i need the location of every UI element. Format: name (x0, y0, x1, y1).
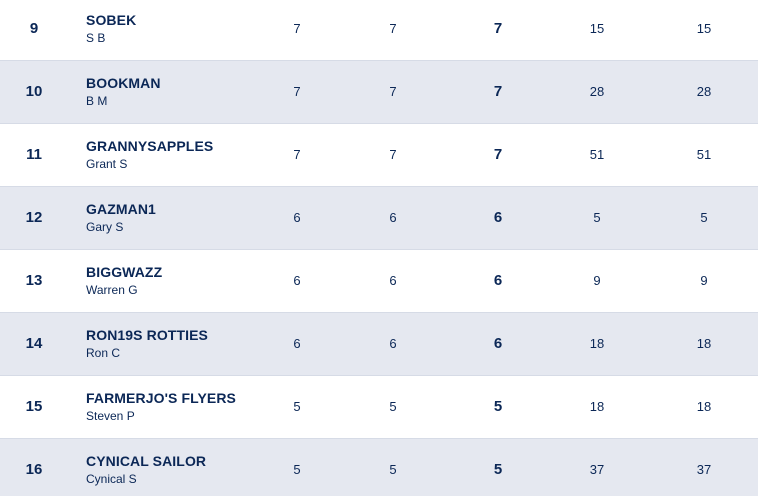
table-row[interactable]: 12 GAZMAN1 Gary S 6 6 6 5 5 (0, 187, 758, 250)
table-row[interactable]: 9 SOBEK S B 7 7 7 15 15 (0, 0, 758, 61)
manager-name: Gary S (86, 220, 124, 234)
score-cell: 6 (293, 336, 301, 351)
score-cell: 7 (493, 20, 503, 37)
score-cell: 7 (493, 83, 503, 100)
score-cell: 5 (493, 398, 503, 415)
rank: 13 (25, 272, 43, 289)
score-cell: 18 (589, 399, 605, 414)
score-cell: 51 (696, 147, 712, 162)
score-cell: 7 (293, 147, 301, 162)
manager-name: B M (86, 94, 108, 108)
rank: 10 (25, 83, 43, 100)
score-cell: 28 (696, 84, 712, 99)
score-cell: 6 (293, 210, 301, 225)
manager-name: Grant S (86, 157, 128, 171)
score-cell: 7 (493, 146, 503, 163)
score-cell: 5 (493, 461, 503, 478)
manager-name: Warren G (86, 283, 138, 297)
score-cell: 51 (589, 147, 605, 162)
score-cell: 15 (696, 21, 712, 36)
score-cell: 5 (293, 462, 301, 477)
team-name: BIGGWAZZ (86, 264, 163, 280)
rank: 12 (25, 209, 43, 226)
score-cell: 5 (293, 399, 301, 414)
score-cell: 7 (389, 84, 397, 99)
score-cell: 9 (593, 273, 601, 288)
score-cell: 7 (389, 21, 397, 36)
team-name: FARMERJO'S FLYERS (86, 390, 236, 406)
table-row[interactable]: 16 CYNICAL SAILOR Cynical S 5 5 5 37 37 (0, 439, 758, 496)
score-cell: 7 (293, 21, 301, 36)
rank: 15 (25, 398, 43, 415)
team-name: SOBEK (86, 12, 137, 28)
table-row[interactable]: 11 GRANNYSAPPLES Grant S 7 7 7 51 51 (0, 124, 758, 187)
score-cell: 28 (589, 84, 605, 99)
score-cell: 6 (389, 273, 397, 288)
manager-name: Cynical S (86, 472, 137, 486)
score-cell: 6 (493, 335, 503, 352)
score-cell: 18 (696, 399, 712, 414)
table-row[interactable]: 10 BOOKMAN B M 7 7 7 28 28 (0, 61, 758, 124)
score-cell: 37 (696, 462, 712, 477)
rank: 14 (25, 335, 43, 352)
rank: 16 (25, 461, 43, 478)
score-cell: 6 (293, 273, 301, 288)
score-cell: 6 (493, 209, 503, 226)
table-row[interactable]: 13 BIGGWAZZ Warren G 6 6 6 9 9 (0, 250, 758, 313)
score-cell: 7 (293, 84, 301, 99)
score-cell: 6 (389, 210, 397, 225)
score-cell: 5 (389, 399, 397, 414)
team-name: GAZMAN1 (86, 201, 156, 217)
score-cell: 15 (589, 21, 605, 36)
manager-name: Ron C (86, 346, 121, 360)
score-cell: 5 (389, 462, 397, 477)
team-name: CYNICAL SAILOR (86, 453, 207, 469)
score-cell: 7 (389, 147, 397, 162)
score-cell: 9 (700, 273, 708, 288)
manager-name: Steven P (86, 409, 135, 423)
table-row[interactable]: 15 FARMERJO'S FLYERS Steven P 5 5 5 18 18 (0, 376, 758, 439)
score-cell: 5 (700, 210, 708, 225)
score-cell: 6 (389, 336, 397, 351)
score-cell: 5 (593, 210, 601, 225)
score-cell: 18 (696, 336, 712, 351)
team-name: GRANNYSAPPLES (86, 138, 214, 154)
rank: 11 (26, 146, 42, 163)
team-name: RON19S ROTTIES (86, 327, 208, 343)
score-cell: 37 (589, 462, 605, 477)
team-name: BOOKMAN (86, 75, 161, 91)
rank: 9 (29, 20, 39, 37)
score-cell: 18 (589, 336, 605, 351)
manager-name: S B (86, 31, 106, 45)
score-cell: 6 (493, 272, 503, 289)
table-row[interactable]: 14 RON19S ROTTIES Ron C 6 6 6 18 18 (0, 313, 758, 376)
